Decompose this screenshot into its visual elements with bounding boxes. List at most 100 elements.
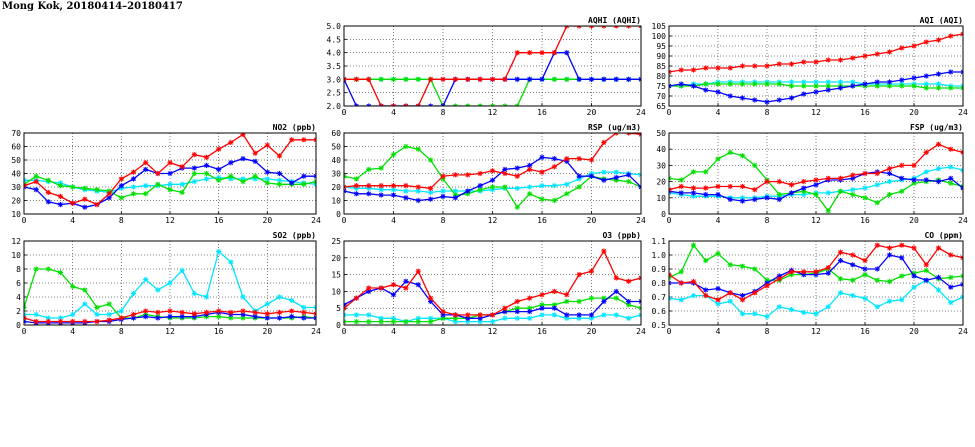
- data-point-green: [82, 287, 88, 293]
- data-point-blue: [313, 173, 316, 179]
- x-tick-label: 8: [765, 108, 770, 117]
- data-point-blue: [551, 305, 557, 311]
- data-point-blue: [703, 87, 709, 93]
- data-point-blue: [366, 103, 372, 106]
- data-point-blue: [527, 308, 533, 315]
- data-point-red: [935, 37, 942, 43]
- data-point-blue: [825, 87, 831, 93]
- data-point-red: [228, 139, 234, 146]
- y-tick-label: 85: [656, 62, 666, 71]
- data-point-red: [366, 76, 372, 82]
- y-tick-label: 20: [331, 254, 341, 263]
- data-point-blue: [57, 201, 64, 208]
- data-point-green: [514, 103, 520, 106]
- data-point-red: [960, 31, 963, 37]
- data-point-red: [24, 315, 27, 321]
- data-point-cyan: [24, 311, 27, 318]
- y-tick-label: 10: [11, 210, 21, 219]
- x-tick-label: 0: [667, 327, 672, 336]
- data-point-cyan: [143, 183, 149, 189]
- data-point-red: [452, 76, 458, 82]
- data-point-red: [191, 152, 197, 158]
- data-point-red: [703, 65, 709, 71]
- data-point-blue: [344, 188, 347, 194]
- data-point-blue: [899, 175, 905, 181]
- data-point-green: [788, 83, 795, 89]
- data-point-cyan: [551, 183, 557, 189]
- y-tick-label: 0.5: [652, 321, 667, 330]
- data-point-green: [477, 187, 483, 193]
- data-point-blue: [960, 281, 963, 287]
- y-tick-label: 10: [331, 197, 341, 206]
- data-point-green: [837, 188, 844, 194]
- data-point-blue: [613, 288, 619, 294]
- data-point-green: [886, 191, 893, 198]
- data-point-green: [203, 170, 210, 177]
- data-point-green: [911, 83, 917, 89]
- y-tick-label: 60: [11, 143, 21, 152]
- y-tick-label: 0: [336, 210, 341, 219]
- data-point-blue: [948, 69, 954, 75]
- x-tick-label: 12: [488, 216, 498, 225]
- data-point-red: [240, 308, 246, 314]
- data-point-green: [276, 181, 283, 187]
- data-point-red: [514, 298, 520, 305]
- data-point-red: [428, 76, 434, 82]
- data-point-red: [960, 255, 963, 261]
- x-tick-label: 12: [811, 327, 821, 336]
- data-point-red: [179, 309, 185, 315]
- data-point-red: [118, 176, 124, 182]
- data-point-blue: [276, 315, 283, 321]
- data-point-red: [514, 173, 520, 179]
- data-point-cyan: [264, 176, 270, 182]
- data-point-cyan: [935, 166, 942, 172]
- data-point-blue: [45, 199, 51, 205]
- x-tick-label: 16: [537, 327, 547, 336]
- data-point-cyan: [764, 314, 770, 320]
- data-point-green: [57, 269, 64, 276]
- data-point-green: [378, 165, 384, 171]
- data-point-red: [155, 309, 161, 315]
- data-point-blue: [703, 191, 709, 198]
- x-tick-label: 20: [587, 108, 597, 117]
- y-tick-label: 20: [11, 197, 21, 206]
- data-point-cyan: [948, 300, 954, 306]
- data-point-red: [70, 318, 76, 325]
- data-point-blue: [353, 191, 359, 197]
- x-tick-label: 24: [958, 216, 968, 225]
- data-point-blue: [390, 292, 397, 298]
- data-point-red: [678, 183, 684, 190]
- data-point-cyan: [850, 79, 856, 85]
- data-point-green: [727, 81, 733, 87]
- data-point-red: [923, 149, 929, 156]
- data-point-red: [252, 150, 258, 156]
- data-point-blue: [752, 97, 758, 103]
- x-tick-label: 24: [636, 108, 646, 117]
- data-point-red: [143, 160, 149, 166]
- data-point-cyan: [837, 79, 844, 85]
- data-point-red: [801, 59, 807, 65]
- data-point-cyan: [788, 307, 795, 313]
- data-point-cyan: [216, 248, 222, 255]
- data-point-cyan: [403, 188, 409, 194]
- data-point-blue: [440, 193, 446, 200]
- data-point-red: [502, 170, 508, 177]
- data-point-red: [264, 142, 270, 148]
- data-point-red: [588, 157, 595, 163]
- data-point-cyan: [539, 312, 545, 318]
- x-tick-label: 12: [488, 327, 498, 336]
- data-point-green: [739, 153, 746, 159]
- y-tick-label: 60: [331, 129, 341, 138]
- y-tick-label: 1.0: [652, 251, 667, 260]
- data-point-red: [899, 242, 905, 248]
- x-tick-label: 4: [716, 108, 721, 117]
- data-point-green: [613, 295, 619, 301]
- data-point-blue: [551, 156, 557, 162]
- data-point-red: [33, 179, 39, 185]
- y-tick-label: 3.0: [327, 75, 342, 84]
- data-point-green: [45, 266, 51, 272]
- data-point-red: [264, 311, 270, 317]
- y-tick-label: 10: [331, 287, 341, 296]
- data-point-red: [948, 33, 954, 39]
- data-point-red: [353, 295, 359, 301]
